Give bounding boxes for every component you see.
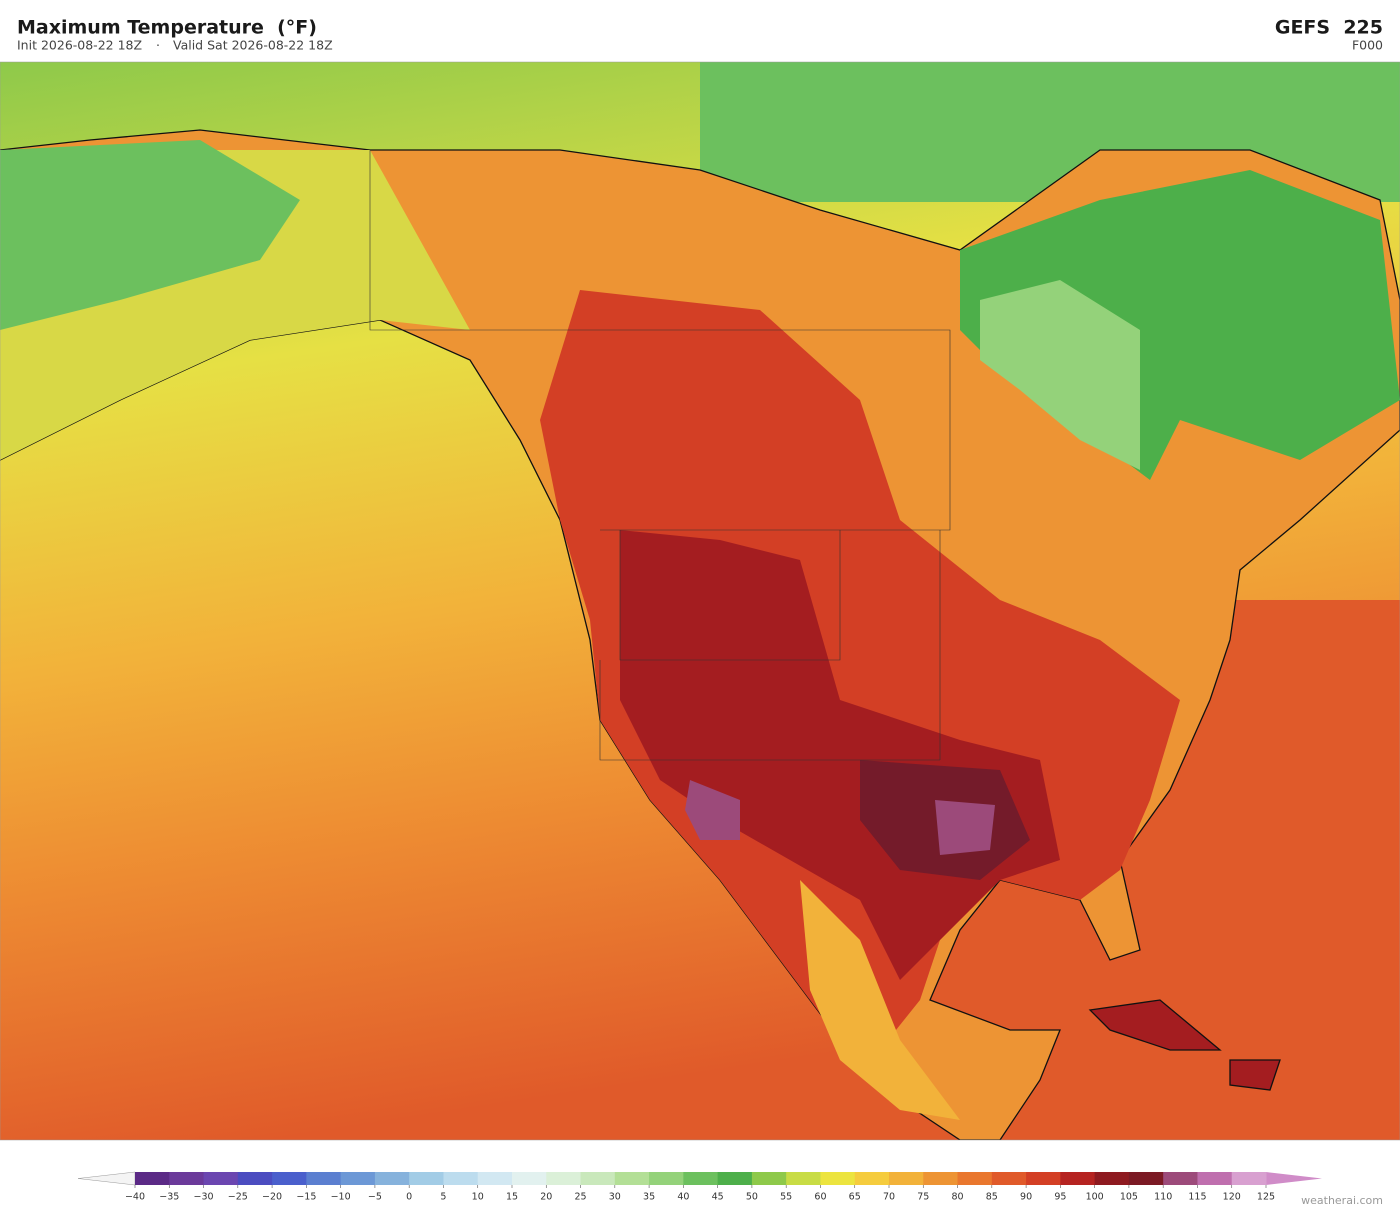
colorbar-tick-label: 20: [540, 1192, 552, 1203]
colorbar-tick-label: −20: [262, 1192, 282, 1203]
colorbar-tick-label: 30: [609, 1192, 621, 1203]
colorbar-tick-label: 60: [814, 1192, 826, 1203]
colorbar-tick-label: 0: [406, 1192, 412, 1203]
model: GEFS 225: [1275, 17, 1383, 39]
colorbar-swatch: [854, 1172, 890, 1185]
separator: ·: [156, 38, 160, 53]
colorbar-tick-label: 25: [574, 1192, 586, 1203]
colorbar-tick-label: 35: [643, 1192, 655, 1203]
colorbar-swatch: [340, 1172, 376, 1185]
colorbar-swatch: [957, 1172, 993, 1185]
colorbar-swatch: [203, 1172, 239, 1185]
colorbar-swatch: [786, 1172, 821, 1185]
colorbar-swatch: [546, 1172, 582, 1185]
colorbar-swatch: [1026, 1172, 1061, 1185]
colorbar-tick-label: 50: [746, 1192, 758, 1203]
colorbar-tick-label: 10: [472, 1192, 484, 1203]
colorbar-tick-label: −5: [368, 1192, 382, 1203]
colorbar-swatch: [1231, 1172, 1267, 1185]
colorbar-tick-label: 40: [677, 1192, 689, 1203]
colorbar-swatch: [135, 1172, 170, 1185]
colorbar-swatch: [1060, 1172, 1096, 1185]
colorbar-swatch: [443, 1172, 479, 1185]
colorbar-tick-label: 75: [917, 1192, 929, 1203]
valid-time: Valid Sat 2026-08-22 18Z: [173, 38, 333, 53]
colorbar-swatch: [272, 1172, 307, 1185]
colorbar-tick-label: 45: [712, 1192, 724, 1203]
colorbar-extend-high: [1266, 1172, 1322, 1185]
colorbar-tick-label: 125: [1257, 1192, 1275, 1203]
colorbar: −40 −35 −30 −25 −20 −15 −10 −5 0 5 10 15 20 25 30 35 40 4…: [77, 1171, 1322, 1203]
colorbar-tick-label: 85: [986, 1192, 998, 1203]
colorbar-tick-label: −30: [194, 1192, 214, 1203]
colorbar-swatch: [1094, 1172, 1130, 1185]
colorbar-swatch: [923, 1172, 959, 1185]
colorbar-swatch: [477, 1172, 513, 1185]
colorbar-swatch: [683, 1172, 719, 1185]
credit: weatherai.com: [1301, 1194, 1383, 1207]
init-time: Init 2026-08-22 18Z: [17, 38, 142, 53]
colorbar-tick-label: 95: [1054, 1192, 1066, 1203]
colorbar-swatch: [169, 1172, 205, 1185]
colorbar-swatch: [1128, 1172, 1164, 1185]
colorbar-tick-label: 80: [951, 1192, 963, 1203]
colorbar-tick-label: 55: [780, 1192, 792, 1203]
map: [0, 61, 1400, 1141]
colorbar-swatch: [820, 1172, 856, 1185]
colorbar-swatch: [580, 1172, 616, 1185]
colorbar-tick-label: 115: [1188, 1192, 1206, 1203]
caribbean-islands: [1088, 999, 1281, 1091]
colorbar-swatch: [991, 1172, 1027, 1185]
colorbar-tick-label: −35: [159, 1192, 179, 1203]
title: Maximum Temperature (°F): [17, 17, 317, 39]
colorbar-tick-label: 120: [1223, 1192, 1241, 1203]
colorbar-tick-label: −10: [331, 1192, 351, 1203]
colorbar-swatch: [614, 1172, 650, 1185]
colorbar-tick-label: −15: [296, 1192, 316, 1203]
colorbar-tick-label: −40: [125, 1192, 145, 1203]
colorbar-swatch: [409, 1172, 444, 1185]
colorbar-swatch: [717, 1172, 753, 1185]
colorbar-swatch: [237, 1172, 273, 1185]
colorbar-swatch: [1197, 1172, 1233, 1185]
colorbar-swatch: [1163, 1172, 1198, 1185]
map-frame: [0, 61, 1400, 1141]
colorbar-tick-label: 105: [1120, 1192, 1138, 1203]
colorbar-swatch: [889, 1172, 924, 1185]
colorbar-tick-label: 110: [1154, 1192, 1172, 1203]
extreme-heat: [685, 780, 995, 855]
colorbar-swatch: [649, 1172, 684, 1185]
colorbar-tick-label: 5: [440, 1192, 446, 1203]
colorbar-extend-low: [77, 1171, 136, 1186]
colorbar-tick-label: 70: [883, 1192, 895, 1203]
colorbar-tick-label: 15: [506, 1192, 518, 1203]
colorbar-tick-label: −25: [228, 1192, 248, 1203]
colorbar-tick-label: 100: [1086, 1192, 1104, 1203]
mexico-highlands: [800, 880, 960, 1120]
alaska-north: [0, 140, 300, 330]
colorbar-tick-label: 90: [1020, 1192, 1032, 1203]
colorbar-swatch: [512, 1172, 547, 1185]
colorbar-swatch: [306, 1172, 342, 1185]
colorbar-swatch: [751, 1172, 787, 1185]
colorbar-swatch: [374, 1172, 410, 1185]
forecast-hour: F000: [1352, 38, 1383, 53]
colorbar-tick-label: 65: [849, 1192, 861, 1203]
hudson-bay: [980, 280, 1140, 470]
borders: [369, 150, 951, 761]
